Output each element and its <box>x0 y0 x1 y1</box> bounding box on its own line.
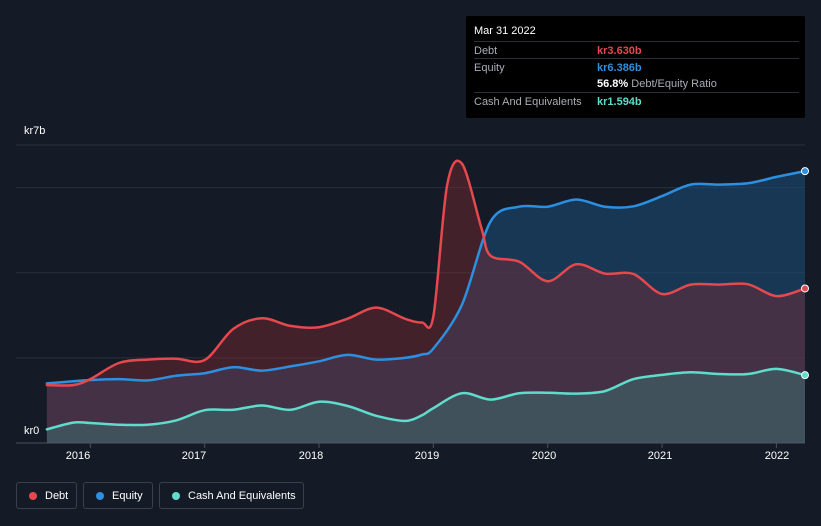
data-tooltip: Mar 31 2022 Debt kr3.630b Equity kr6.386… <box>466 16 805 118</box>
chart-lines <box>45 159 807 431</box>
x-tick-label: 2018 <box>298 450 324 462</box>
tooltip-ratio-row: 56.8% Debt/Equity Ratio <box>474 75 799 92</box>
tooltip-cash-value: kr1.594b <box>597 96 642 108</box>
tooltip-debt-value: kr3.630b <box>597 45 642 57</box>
tooltip-equity-label: Equity <box>474 62 505 74</box>
legend-item-cash[interactable]: Cash And Equivalents <box>159 482 304 509</box>
cash-series-line <box>45 367 807 431</box>
debt-end-point <box>801 284 809 293</box>
y-axis-bottom-label: kr0 <box>24 425 40 437</box>
cash-legend-dot-icon <box>172 491 180 500</box>
tooltip-equity-row: Equity kr6.386b <box>474 58 799 76</box>
chart-areas <box>46 160 806 443</box>
equity-end-point <box>801 167 809 176</box>
y-axis-top-label: kr7b <box>24 125 46 137</box>
tooltip-ratio: 56.8% Debt/Equity Ratio <box>597 78 717 90</box>
chart-end-markers <box>801 167 809 380</box>
tooltip-equity-value: kr6.386b <box>597 62 642 74</box>
debt-series-area <box>46 160 806 443</box>
x-tick-label: 2021 <box>647 450 673 462</box>
x-tick-label: 2017 <box>181 450 207 462</box>
x-tick-label: 2016 <box>65 450 91 462</box>
tooltip-ratio-label: Debt/Equity Ratio <box>631 78 717 90</box>
legend-label-equity: Equity <box>112 489 143 502</box>
debt-series-line <box>45 159 807 387</box>
equity-series-area <box>46 171 806 443</box>
tooltip-cash-label: Cash And Equivalents <box>474 96 582 108</box>
x-tick-label: 2020 <box>531 450 557 462</box>
tooltip-date: Mar 31 2022 <box>474 25 536 37</box>
tooltip-debt-row: Debt kr3.630b <box>474 41 799 59</box>
equity-series-line <box>45 169 807 385</box>
legend-item-debt[interactable]: Debt <box>16 482 77 509</box>
legend-item-equity[interactable]: Equity <box>83 482 153 509</box>
tooltip-cash-row: Cash And Equivalents kr1.594b <box>474 92 799 110</box>
legend-label-cash: Cash And Equivalents <box>188 489 296 502</box>
tooltip-debt-label: Debt <box>474 45 498 57</box>
tooltip-ratio-value: 56.8% <box>597 78 629 90</box>
legend-label-debt: Debt <box>45 489 69 502</box>
x-tick-label: 2022 <box>764 450 790 462</box>
cash-end-point <box>801 371 809 380</box>
equity-legend-dot-icon <box>96 491 104 500</box>
x-tick-label: 2019 <box>414 450 440 462</box>
debt-legend-dot-icon <box>29 491 37 500</box>
